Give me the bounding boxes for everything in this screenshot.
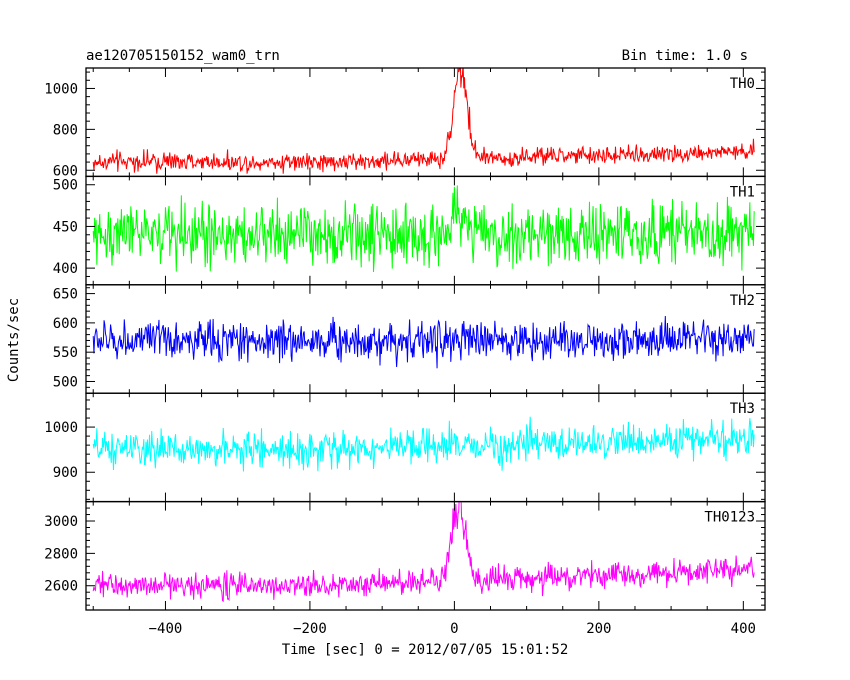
series-line-th0123: [92, 501, 755, 603]
chart-title: ae120705150152_wam0_trn: [86, 48, 280, 64]
y-tick-label: 800: [53, 122, 78, 138]
panel-label-th0123: TH0123: [704, 510, 755, 526]
panels-group: 600 800 1000 TH0 400 450 500 TH1 500 550 600 650 TH2…: [44, 67, 766, 637]
bin-time-label: Bin time: 1.0 s: [622, 48, 748, 64]
panel-label-th1: TH1: [730, 184, 755, 200]
series-line-th3: [92, 416, 755, 472]
x-tick-label: 0: [450, 621, 458, 637]
panel-label-th3: TH3: [730, 401, 755, 417]
x-tick-label: −200: [293, 621, 327, 637]
y-tick-label: 600: [53, 316, 78, 332]
y-tick-label: 1000: [44, 81, 78, 97]
x-axis-label: Time [sec] 0 = 2012/07/05 15:01:52: [282, 642, 569, 658]
x-tick-label: −400: [149, 621, 183, 637]
y-tick-label: 500: [53, 178, 78, 194]
y-tick-label: 400: [53, 261, 78, 277]
x-tick-label: 400: [731, 621, 756, 637]
series-line-th0: [92, 68, 755, 174]
y-tick-label: 650: [53, 287, 78, 303]
y-tick-label: 600: [53, 163, 78, 179]
x-tick-label: 200: [586, 621, 611, 637]
y-tick-label: 2600: [44, 579, 78, 595]
panel-label-th0: TH0: [730, 76, 755, 92]
y-tick-label: 550: [53, 345, 78, 361]
y-tick-label: 500: [53, 374, 78, 390]
panel-label-th2: TH2: [730, 293, 755, 309]
series-line-th1: [92, 185, 755, 273]
y-axis-label: Counts/sec: [6, 298, 22, 382]
panel-frame-th0123: [85, 500, 766, 611]
y-tick-label: 900: [53, 465, 78, 481]
y-tick-label: 2800: [44, 546, 78, 562]
series-line-th2: [92, 316, 755, 369]
y-tick-label: 3000: [44, 514, 78, 530]
y-tick-label: 1000: [44, 420, 78, 436]
y-tick-label: 450: [53, 219, 78, 235]
